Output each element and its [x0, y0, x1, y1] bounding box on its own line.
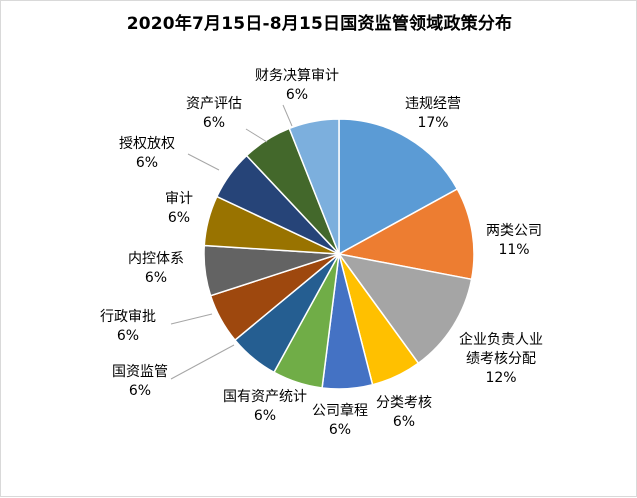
data-label-13: 财务决算审计 6% — [255, 68, 339, 103]
data-label-1: 违规经营 17% — [405, 96, 461, 131]
data-label-6: 国有资产统计 6% — [223, 389, 307, 424]
chart-title: 2020年7月15日-8月15日国资监管领域政策分布 — [126, 14, 513, 34]
data-label-9: 内控体系 6% — [128, 251, 184, 286]
data-label-8: 行政审批 6% — [100, 309, 156, 344]
leader-line-7 — [170, 344, 235, 380]
data-label-12: 资产评估 6% — [186, 96, 242, 131]
data-label-5: 公司章程 6% — [312, 402, 368, 438]
data-label-7: 国资监管 6% — [112, 364, 168, 399]
data-label-10: 审计 6% — [165, 191, 193, 226]
data-label-3: 企业负责人业绩考核分配 12% — [459, 331, 543, 386]
data-label-4: 分类考核 6% — [376, 395, 432, 430]
leader-lines — [170, 104, 293, 380]
pie-slice-1 — [338, 118, 459, 256]
data-label-2: 两类公司 11% — [486, 223, 542, 258]
data-labels: 违规经营 17% 两类公司 11% 企业负责人业绩考核分配 12% 分类考核 6%公司章程 6%… — [100, 68, 543, 438]
leader-line-8 — [170, 313, 213, 325]
leader-line-11 — [187, 153, 220, 171]
leader-line-12 — [245, 128, 268, 143]
pie-slice-2 — [336, 187, 475, 281]
pie-slice-3 — [337, 252, 473, 365]
leader-line-13 — [282, 104, 293, 127]
pie-slices — [203, 118, 475, 390]
data-label-11: 授权放权 6% — [119, 136, 175, 171]
pie-slice-13 — [288, 118, 340, 255]
